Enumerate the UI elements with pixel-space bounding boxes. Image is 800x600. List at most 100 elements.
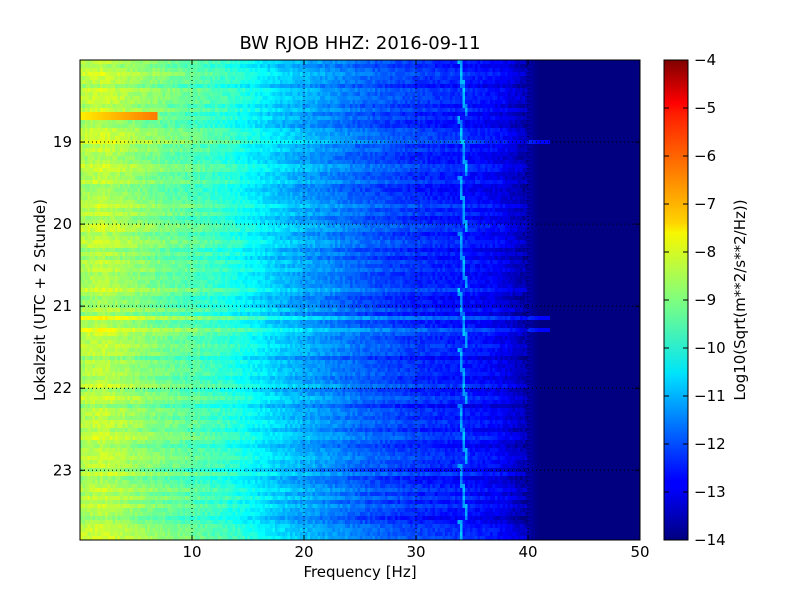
heatmap-cell (287, 76, 291, 81)
heatmap-cell (512, 72, 516, 77)
heatmap-cell (172, 72, 176, 77)
heatmap-cell (622, 108, 626, 113)
heatmap-cell (362, 84, 366, 89)
heatmap-cell (147, 116, 151, 121)
heatmap-cell (130, 108, 134, 113)
heatmap-cell (592, 88, 596, 93)
heatmap-cell (630, 68, 634, 73)
heatmap-cell (422, 88, 426, 93)
heatmap-cell (432, 60, 436, 65)
heatmap-cell (397, 112, 401, 117)
heatmap-cell (225, 96, 229, 101)
heatmap-cell (350, 84, 354, 89)
heatmap-cell (282, 116, 286, 121)
heatmap-cell (207, 84, 211, 89)
heatmap-cell (420, 64, 424, 69)
heatmap-cell (307, 108, 311, 113)
heatmap-cell (150, 96, 154, 101)
heatmap-cell (375, 108, 379, 113)
heatmap-cell (150, 72, 154, 77)
heatmap-cell (525, 88, 529, 93)
heatmap-cell (165, 88, 169, 93)
heatmap-cell (617, 92, 621, 97)
heatmap-cell (105, 100, 109, 105)
heatmap-cell (327, 112, 331, 117)
heatmap-cell (117, 116, 121, 121)
heatmap-cell (452, 84, 456, 89)
heatmap-cell (310, 64, 314, 69)
heatmap-cell (265, 64, 269, 69)
heatmap-cell (277, 92, 281, 97)
heatmap-cell (287, 100, 291, 105)
heatmap-cell (115, 68, 119, 73)
heatmap-cell (555, 96, 559, 101)
heatmap-cell (395, 108, 399, 113)
heatmap-cell (200, 112, 204, 117)
heatmap-cell (357, 112, 361, 117)
heatmap-cell (630, 60, 634, 65)
heatmap-cell (250, 112, 254, 117)
heatmap-cell (322, 100, 326, 105)
heatmap-cell (405, 112, 409, 117)
heatmap-cell (525, 100, 529, 105)
heatmap-cell (250, 68, 254, 73)
heatmap-cell (285, 60, 289, 65)
heatmap-cell (350, 112, 354, 117)
heatmap-cell (310, 68, 314, 73)
heatmap-cell (225, 68, 229, 73)
heatmap-cell (630, 76, 634, 81)
heatmap-cell (465, 68, 469, 73)
heatmap-cell (442, 84, 446, 89)
heatmap-cell (515, 88, 519, 93)
heatmap-cell (495, 72, 499, 77)
heatmap-cell (495, 76, 499, 81)
heatmap-cell (235, 60, 239, 65)
heatmap-cell (435, 112, 439, 117)
heatmap-cell (220, 68, 224, 73)
heatmap-cell (162, 108, 166, 113)
heatmap-cell (87, 72, 91, 77)
heatmap-cell (362, 60, 366, 65)
heatmap-cell (235, 84, 239, 89)
heatmap-cell (102, 72, 106, 77)
heatmap-cell (602, 64, 606, 69)
heatmap-cell (490, 100, 494, 105)
heatmap-cell (147, 108, 151, 113)
heatmap-cell (207, 96, 211, 101)
heatmap-cell (232, 72, 236, 77)
heatmap-cell (480, 64, 484, 69)
heatmap-cell (632, 96, 636, 101)
heatmap-cell (460, 92, 464, 97)
heatmap-cell (225, 108, 229, 113)
heatmap-cell (225, 72, 229, 77)
heatmap-cell (317, 72, 321, 77)
heatmap-cell (255, 76, 259, 81)
heatmap-cell (167, 68, 171, 73)
heatmap-cell (215, 108, 219, 113)
heatmap-cell (370, 96, 374, 101)
heatmap-cell (92, 112, 96, 117)
heatmap-cell (147, 92, 151, 97)
heatmap-cell (307, 68, 311, 73)
heatmap-cell (347, 68, 351, 73)
heatmap-cell (620, 104, 624, 109)
heatmap-cell (252, 92, 256, 97)
heatmap-cell (285, 88, 289, 93)
heatmap-cell (480, 104, 484, 109)
heatmap-cell (197, 84, 201, 89)
heatmap-cell (87, 76, 91, 81)
heatmap-cell (272, 108, 276, 113)
heatmap-cell (255, 80, 259, 85)
heatmap-cell (407, 76, 411, 81)
heatmap-cell (95, 76, 99, 81)
heatmap-cell (312, 64, 316, 69)
heatmap-cell (427, 104, 431, 109)
heatmap-cell (482, 88, 486, 93)
heatmap-cell (190, 72, 194, 77)
heatmap-cell (587, 76, 591, 81)
heatmap-cell (345, 80, 349, 85)
heatmap-cell (120, 88, 124, 93)
heatmap-cell (480, 80, 484, 85)
heatmap-cell (140, 76, 144, 81)
heatmap-cell (587, 104, 591, 109)
